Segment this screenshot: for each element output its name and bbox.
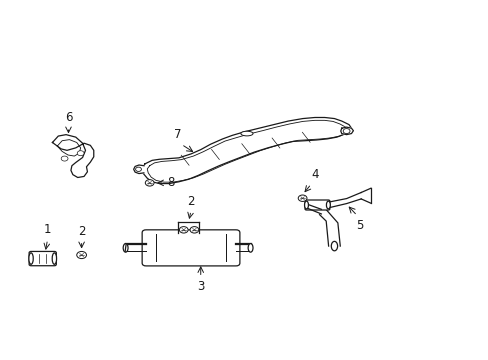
Circle shape <box>298 195 306 202</box>
Ellipse shape <box>304 201 308 209</box>
Ellipse shape <box>123 244 128 252</box>
Ellipse shape <box>29 253 33 264</box>
Circle shape <box>61 156 68 161</box>
Circle shape <box>343 129 349 134</box>
Text: 5: 5 <box>356 219 363 231</box>
Text: 7: 7 <box>173 129 181 141</box>
Polygon shape <box>133 165 143 174</box>
Text: 8: 8 <box>167 176 175 189</box>
Ellipse shape <box>247 244 252 252</box>
Polygon shape <box>52 135 94 177</box>
Circle shape <box>77 251 86 258</box>
FancyBboxPatch shape <box>305 200 329 210</box>
Text: 4: 4 <box>311 168 318 181</box>
Circle shape <box>77 151 84 156</box>
Text: 2: 2 <box>78 225 85 238</box>
Text: 2: 2 <box>187 195 194 208</box>
Circle shape <box>190 226 199 233</box>
Ellipse shape <box>241 131 252 136</box>
Text: 1: 1 <box>44 224 51 237</box>
Text: 6: 6 <box>64 111 72 124</box>
Polygon shape <box>142 117 351 184</box>
Circle shape <box>145 180 154 186</box>
Circle shape <box>179 226 188 233</box>
Ellipse shape <box>326 201 329 209</box>
FancyBboxPatch shape <box>142 230 240 266</box>
Ellipse shape <box>52 253 57 264</box>
FancyBboxPatch shape <box>29 251 56 266</box>
Text: 3: 3 <box>197 280 204 293</box>
Ellipse shape <box>330 241 337 251</box>
Polygon shape <box>340 127 353 135</box>
Circle shape <box>135 167 141 171</box>
